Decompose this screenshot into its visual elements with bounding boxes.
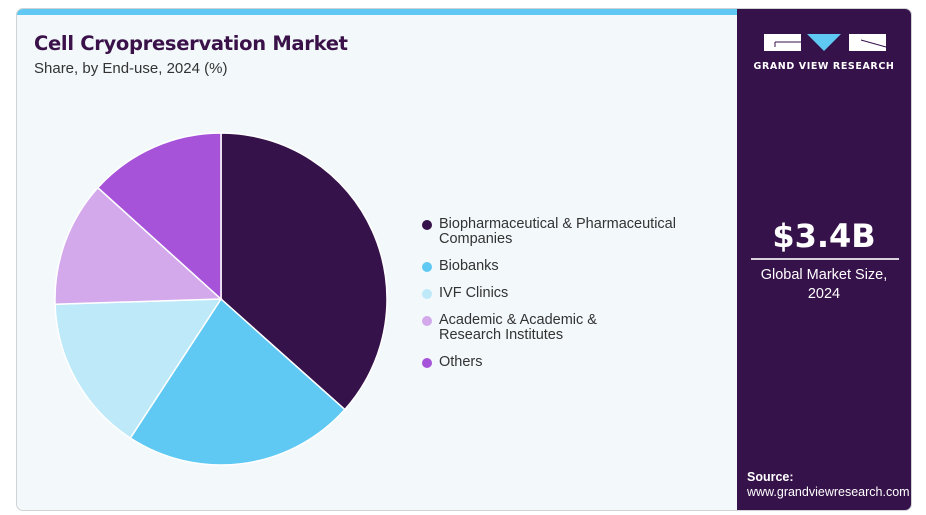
legend-label: Others xyxy=(439,354,483,370)
chart-card: Cell Cryopreservation Market Share, by E… xyxy=(16,8,912,511)
side-panel: GRAND VIEW RESEARCH $3.4B Global Market … xyxy=(737,9,911,510)
legend-label: Biobanks xyxy=(439,258,499,274)
legend-item: Biopharmaceutical & Pharmaceutical Compa… xyxy=(422,217,722,247)
market-size-label: Global Market Size, 2024 xyxy=(737,266,911,304)
legend-item: Biobanks xyxy=(422,259,722,274)
gvr-logo-icon xyxy=(764,34,887,51)
legend-swatch xyxy=(422,316,432,326)
pie-slice xyxy=(54,186,223,305)
legend-swatch xyxy=(422,220,432,230)
legend-label: Biopharmaceutical & Pharmaceutical xyxy=(439,216,676,232)
legend: Biopharmaceutical & Pharmaceutical Compa… xyxy=(422,217,722,382)
source-link[interactable]: www.grandviewresearch.com xyxy=(747,485,910,499)
legend-label-line2: Companies xyxy=(439,231,513,247)
pie-slice xyxy=(129,297,346,466)
legend-item: Academic & Academic & Research Institute… xyxy=(422,313,722,343)
pie-slice xyxy=(96,132,222,301)
pie-slice xyxy=(54,298,223,440)
market-size-label-line1: Global Market Size, xyxy=(760,267,888,283)
legend-item: IVF Clinics xyxy=(422,286,722,301)
legend-swatch xyxy=(422,262,432,272)
legend-label: IVF Clinics xyxy=(439,285,509,301)
legend-label: Academic & Academic & xyxy=(439,312,597,328)
pie-slice xyxy=(220,132,388,411)
market-size-value: $3.4B xyxy=(772,217,876,255)
legend-label-line2: Research Institutes xyxy=(439,327,564,343)
legend-swatch xyxy=(422,289,432,299)
chart-subtitle: Share, by End-use, 2024 (%) xyxy=(34,60,228,77)
brand-name: GRAND VIEW RESEARCH xyxy=(753,61,895,72)
legend-swatch xyxy=(422,358,432,368)
market-size-label-line2: 2024 xyxy=(807,286,841,302)
legend-item: Others xyxy=(422,355,722,370)
divider xyxy=(751,258,899,260)
chart-title: Cell Cryopreservation Market xyxy=(34,32,348,55)
accent-bar xyxy=(17,9,739,15)
pie-chart xyxy=(54,132,388,466)
source-label: Source: xyxy=(747,470,794,484)
